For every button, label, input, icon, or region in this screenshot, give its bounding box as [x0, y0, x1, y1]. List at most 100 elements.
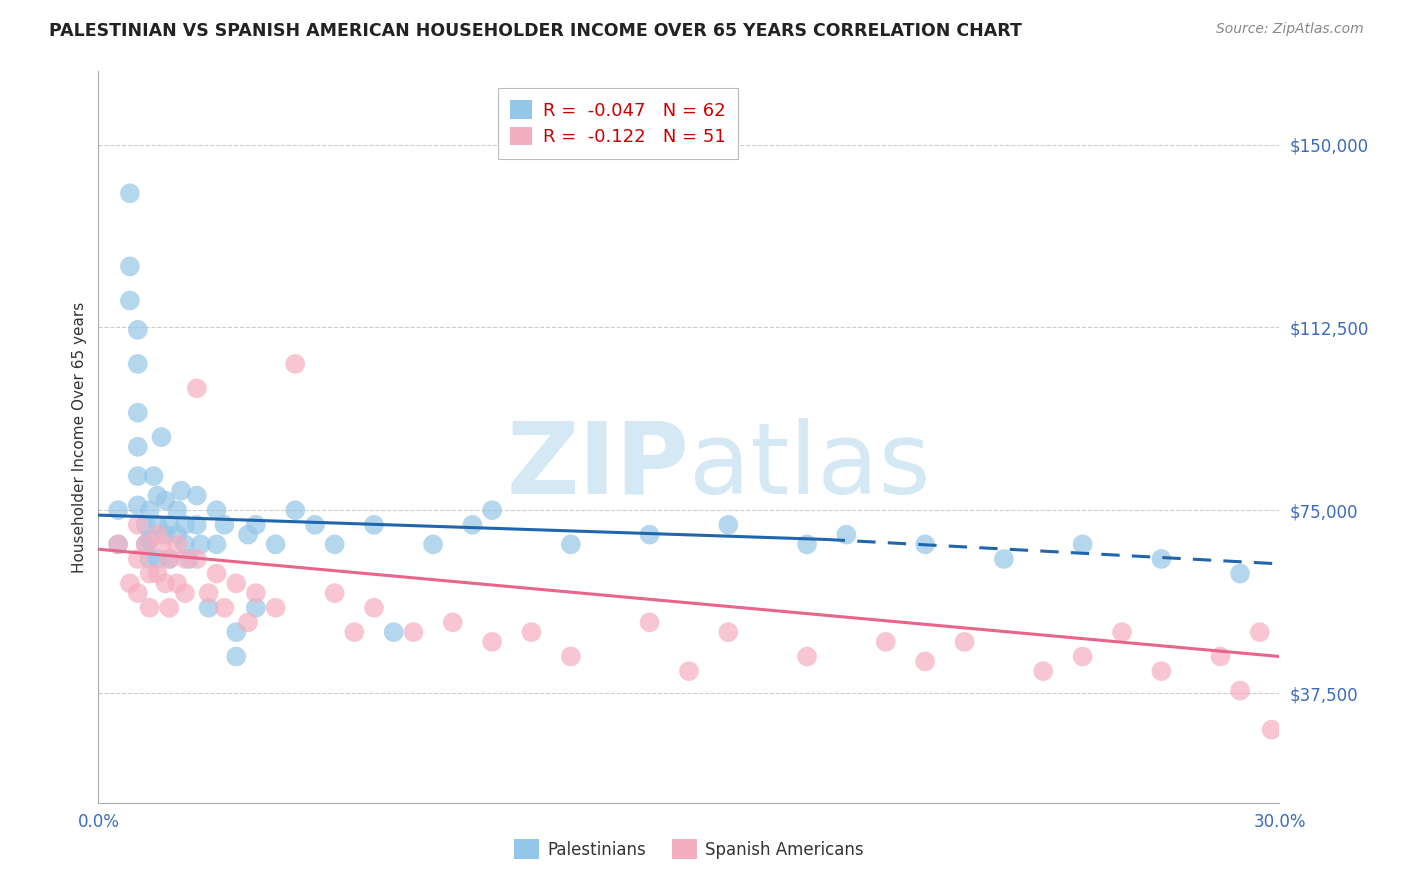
- Point: [214, 517, 236, 532]
- Point: [441, 615, 464, 630]
- Point: [835, 527, 858, 541]
- Point: [520, 625, 543, 640]
- Point: [157, 552, 180, 566]
- Point: [245, 517, 267, 532]
- Point: [170, 483, 193, 498]
- Point: [245, 600, 267, 615]
- Point: [214, 600, 236, 615]
- Point: [127, 469, 149, 483]
- Point: [174, 552, 197, 566]
- Point: [323, 586, 346, 600]
- Point: [135, 537, 157, 551]
- Point: [205, 566, 228, 581]
- Point: [138, 552, 160, 566]
- Point: [138, 533, 160, 547]
- Point: [174, 517, 197, 532]
- Point: [197, 600, 219, 615]
- Point: [174, 537, 197, 551]
- Point: [127, 499, 149, 513]
- Point: [157, 600, 180, 615]
- Point: [1260, 723, 1282, 737]
- Point: [638, 527, 661, 541]
- Point: [225, 576, 247, 591]
- Point: [1209, 649, 1232, 664]
- Point: [245, 586, 267, 600]
- Point: [1249, 625, 1271, 640]
- Point: [138, 566, 160, 581]
- Point: [461, 517, 484, 532]
- Point: [264, 537, 287, 551]
- Point: [135, 537, 157, 551]
- Point: [402, 625, 425, 640]
- Point: [186, 552, 208, 566]
- Point: [914, 654, 936, 668]
- Point: [157, 552, 180, 566]
- Point: [155, 527, 177, 541]
- Point: [155, 493, 177, 508]
- Point: [107, 503, 129, 517]
- Point: [135, 517, 157, 532]
- Point: [304, 517, 326, 532]
- Point: [127, 440, 149, 454]
- Point: [190, 537, 212, 551]
- Point: [560, 537, 582, 551]
- Point: [678, 664, 700, 678]
- Point: [127, 552, 149, 566]
- Point: [107, 537, 129, 551]
- Point: [127, 406, 149, 420]
- Point: [638, 615, 661, 630]
- Point: [363, 600, 385, 615]
- Text: ZIP: ZIP: [506, 417, 689, 515]
- Point: [166, 537, 188, 551]
- Point: [166, 527, 188, 541]
- Point: [157, 517, 180, 532]
- Point: [166, 576, 188, 591]
- Point: [146, 517, 169, 532]
- Point: [236, 615, 259, 630]
- Point: [323, 537, 346, 551]
- Point: [127, 517, 149, 532]
- Point: [1229, 683, 1251, 698]
- Point: [118, 260, 141, 274]
- Point: [796, 649, 818, 664]
- Point: [284, 503, 307, 517]
- Point: [174, 586, 197, 600]
- Point: [127, 323, 149, 337]
- Y-axis label: Householder Income Over 65 years: Householder Income Over 65 years: [72, 301, 87, 573]
- Point: [138, 503, 160, 517]
- Point: [382, 625, 405, 640]
- Point: [1111, 625, 1133, 640]
- Point: [205, 503, 228, 517]
- Point: [118, 576, 141, 591]
- Point: [236, 527, 259, 541]
- Point: [1229, 566, 1251, 581]
- Point: [875, 635, 897, 649]
- Point: [284, 357, 307, 371]
- Point: [481, 635, 503, 649]
- Point: [177, 552, 200, 566]
- Point: [1071, 649, 1094, 664]
- Point: [146, 552, 169, 566]
- Point: [146, 527, 169, 541]
- Point: [127, 357, 149, 371]
- Point: [1150, 664, 1173, 678]
- Point: [146, 489, 169, 503]
- Point: [953, 635, 976, 649]
- Point: [717, 517, 740, 532]
- Point: [166, 503, 188, 517]
- Point: [225, 649, 247, 664]
- Point: [796, 537, 818, 551]
- Point: [118, 186, 141, 201]
- Point: [197, 586, 219, 600]
- Point: [225, 625, 247, 640]
- Point: [107, 537, 129, 551]
- Point: [205, 537, 228, 551]
- Point: [118, 293, 141, 308]
- Point: [343, 625, 366, 640]
- Point: [155, 576, 177, 591]
- Point: [914, 537, 936, 551]
- Point: [150, 537, 173, 551]
- Point: [186, 489, 208, 503]
- Point: [481, 503, 503, 517]
- Point: [1032, 664, 1054, 678]
